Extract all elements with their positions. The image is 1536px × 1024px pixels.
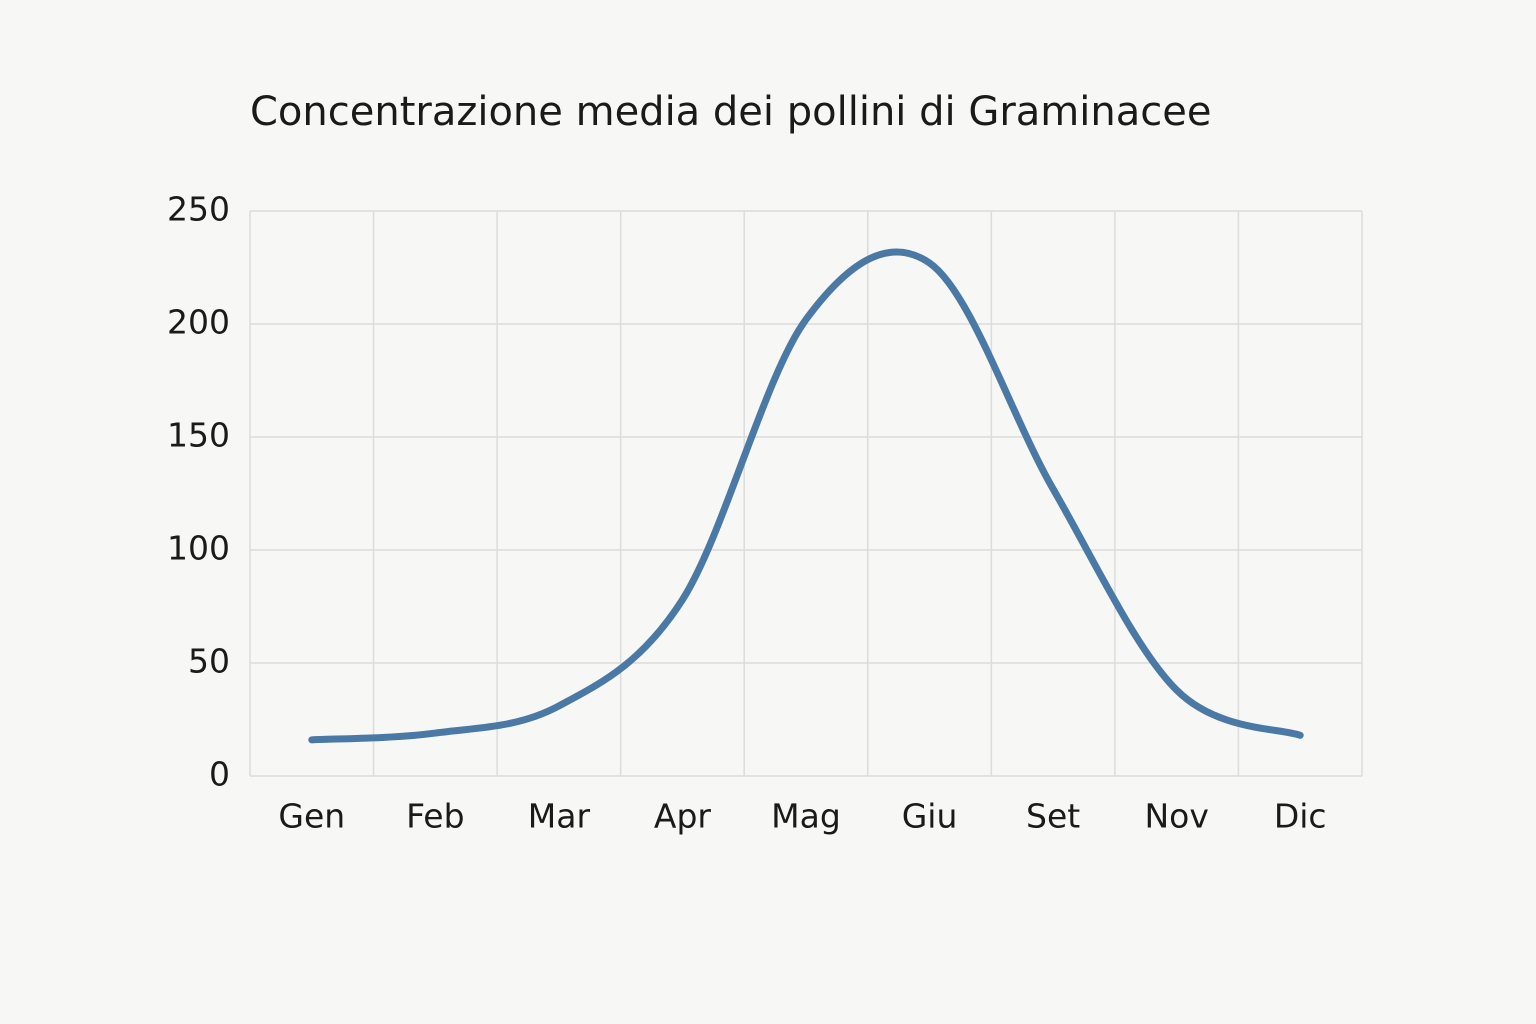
y-tick-label: 100 (167, 529, 230, 568)
y-tick-label: 250 (167, 190, 230, 229)
y-tick-label: 0 (209, 755, 230, 794)
chart-title: Concentrazione media dei pollini di Gram… (250, 89, 1211, 135)
line (308, 248, 1304, 744)
x-tick-label: Mag (771, 797, 841, 836)
x-tick-label: Feb (406, 797, 464, 836)
x-tick-label: Apr (654, 797, 712, 836)
y-tick-label: 50 (188, 642, 230, 681)
x-tick-label: Mar (528, 797, 591, 836)
x-tick-label: Nov (1144, 797, 1208, 836)
x-tick-label: Set (1026, 797, 1080, 836)
x-tick-label: Gen (278, 797, 345, 836)
y-tick-label: 150 (167, 416, 230, 455)
y-tick-label: 200 (167, 303, 230, 342)
x-tick-label: Dic (1274, 797, 1327, 836)
x-tick-label: Giu (902, 797, 958, 836)
